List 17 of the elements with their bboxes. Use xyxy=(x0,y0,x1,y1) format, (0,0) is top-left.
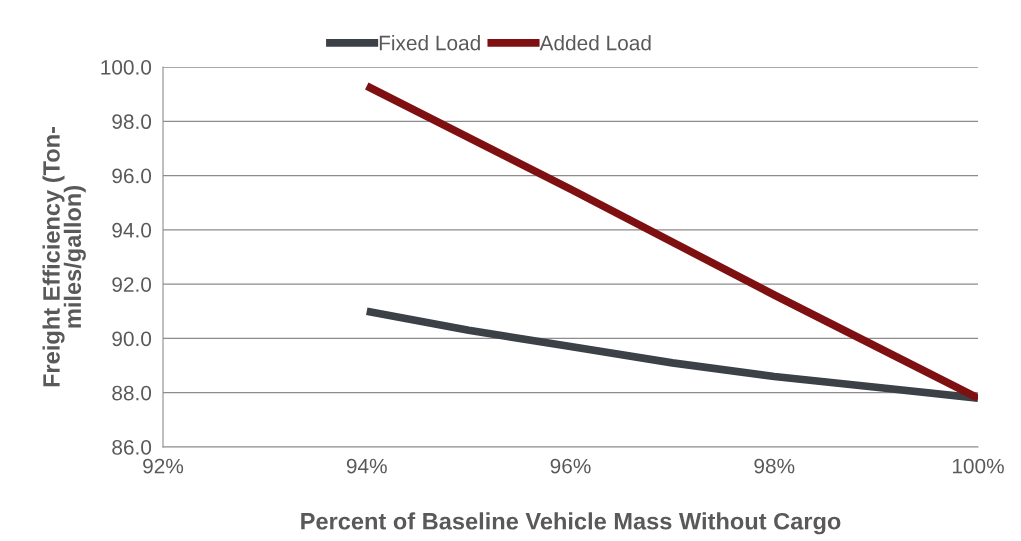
y-tick-label: 96.0 xyxy=(112,168,152,184)
y-axis-title: Freight Efficiency (Ton- miles/gallon) xyxy=(42,126,86,387)
legend-label: Fixed Load xyxy=(379,35,480,51)
y-tick-label: 98.0 xyxy=(112,114,152,130)
y-tick-label: 86.0 xyxy=(112,440,152,455)
x-tick-label: 98% xyxy=(754,458,795,474)
x-tick-label: 96% xyxy=(550,458,591,474)
y-tick-label: 90.0 xyxy=(112,331,152,347)
y-tick-label: 92.0 xyxy=(112,277,152,292)
x-tick-label: 92% xyxy=(143,458,184,474)
y-tick-label: 100.0 xyxy=(101,60,152,75)
legend-label: Added Load xyxy=(539,35,651,51)
y-tick-label: 88.0 xyxy=(112,385,152,401)
x-tick-label: 100% xyxy=(952,458,1004,474)
x-axis-title: Percent of Baseline Vehicle Mass Without Cargo xyxy=(301,512,841,535)
y-tick-label: 94.0 xyxy=(112,222,152,238)
x-tick-label: 94% xyxy=(346,458,387,474)
